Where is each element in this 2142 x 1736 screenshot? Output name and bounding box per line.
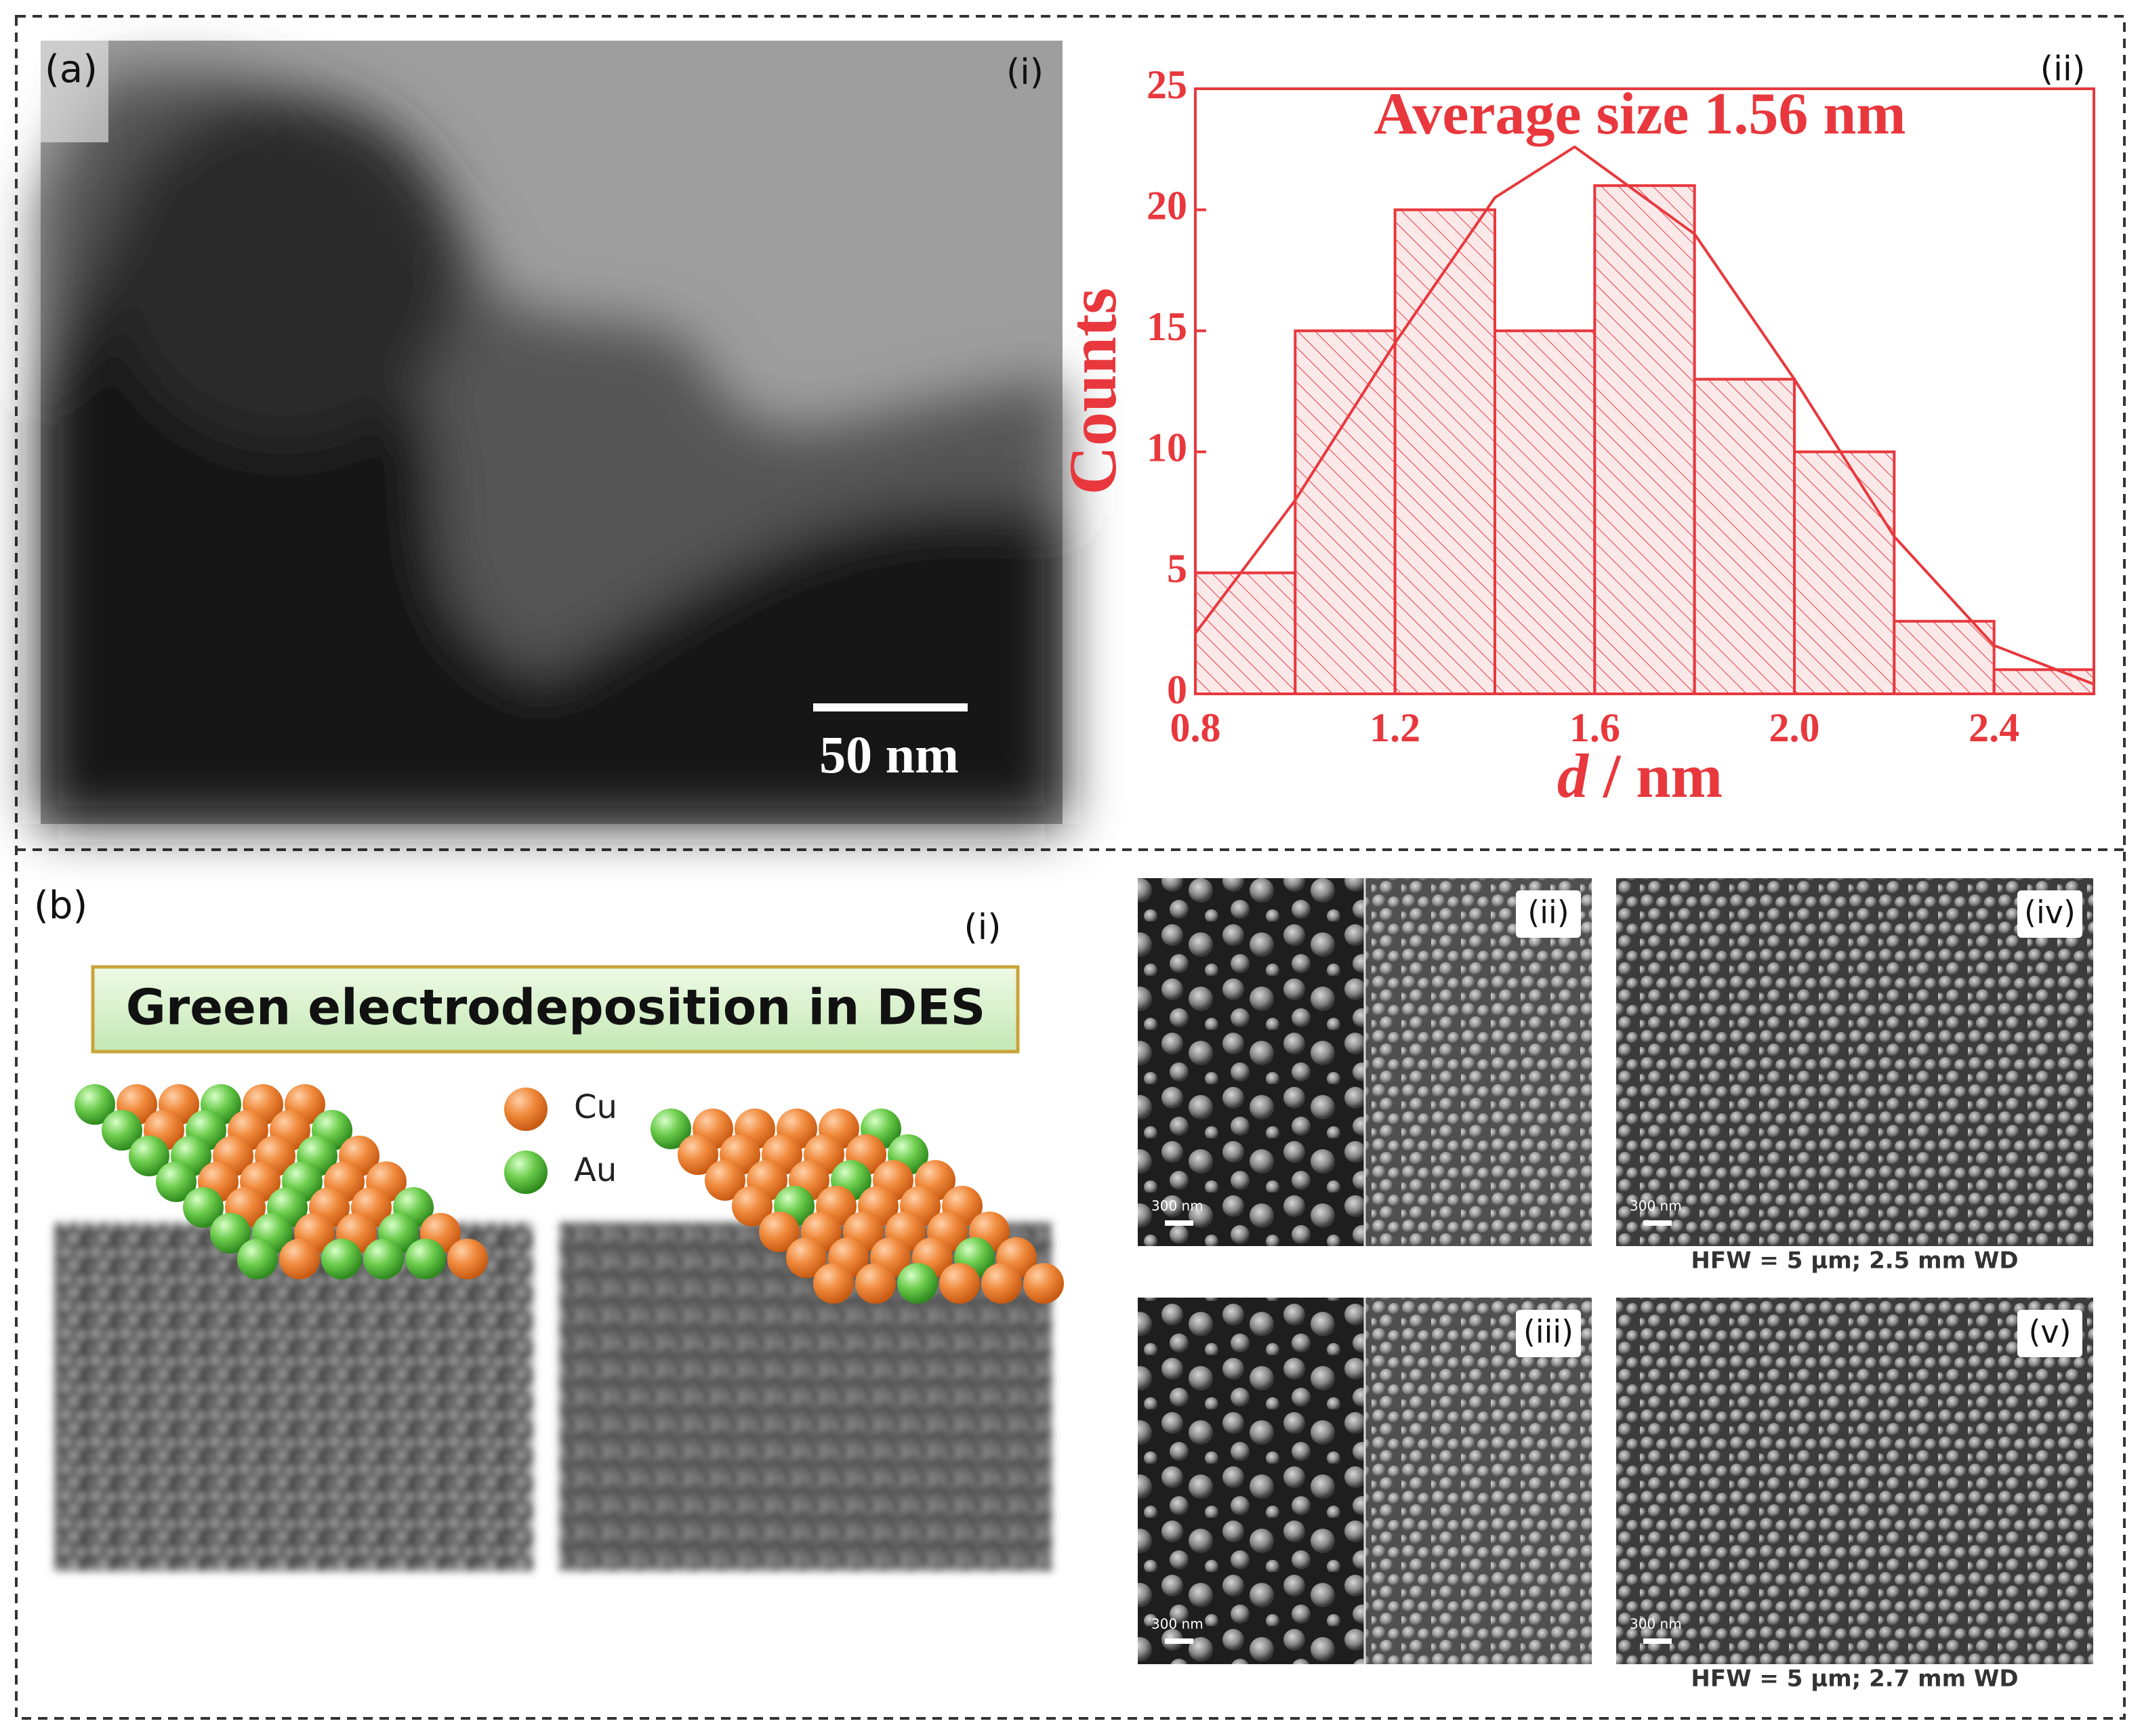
x-axis-variable: d: [1557, 741, 1590, 810]
atom: [705, 1160, 745, 1201]
panel-label: (a): [45, 47, 98, 91]
sem-image: [1616, 878, 2093, 1246]
atom: [786, 1237, 827, 1278]
atom: [897, 1263, 938, 1304]
y-tick-label: 0: [1167, 667, 1187, 712]
atom: [183, 1187, 224, 1228]
atom: [75, 1084, 115, 1125]
scale-bar-label: 300 nm: [1630, 1616, 1682, 1632]
scale-bar-label: 300 nm: [1630, 1198, 1682, 1214]
tem-corner: [41, 41, 108, 142]
scale-bar: [1165, 1220, 1193, 1226]
scale-bar: [1165, 1638, 1193, 1644]
panel-label: (b): [34, 884, 87, 928]
x-axis-label: d / nm: [1557, 741, 1723, 810]
label-box: [1516, 890, 1581, 938]
label-box: [2017, 1310, 2082, 1357]
atom: [939, 1263, 980, 1304]
sem-image: [1616, 1298, 2093, 1664]
bar: [1893, 619, 1996, 696]
panel-label: (ii): [2040, 49, 2086, 89]
sem-image: [1365, 1298, 1592, 1664]
atom: [405, 1239, 446, 1279]
sem-image: [1138, 878, 1365, 1246]
y-tick-label: 15: [1147, 304, 1187, 349]
outer-frame: [15, 15, 2126, 1720]
atom: [732, 1186, 773, 1226]
bar: [1393, 208, 1497, 696]
x-tick-label: 2.4: [1969, 705, 2019, 750]
atom: [651, 1109, 691, 1149]
atom: [447, 1239, 488, 1279]
x-tick-label: 0.8: [1170, 705, 1221, 750]
chart-title: Average size 1.56 nm: [1374, 81, 1906, 147]
atom: [129, 1136, 169, 1176]
image-caption: HFW = 5 µm; 2.5 mm WD: [1691, 1247, 2018, 1275]
bar: [1693, 377, 1796, 695]
atom: [156, 1161, 197, 1202]
banner-box: [91, 965, 1020, 1054]
sem-image: [1138, 1298, 1365, 1664]
image-label: (i): [1006, 52, 1044, 93]
legend-label: Cu: [574, 1088, 617, 1126]
image-caption: HFW = 5 µm; 2.7 mm WD: [1691, 1666, 2018, 1693]
x-tick-label: 1.6: [1569, 705, 1620, 750]
atom: [678, 1134, 718, 1175]
atom: [279, 1239, 320, 1279]
bar: [1494, 329, 1597, 695]
atom: [981, 1263, 1022, 1304]
atom: [210, 1213, 251, 1254]
atom: [759, 1212, 800, 1252]
legend-label: Au: [574, 1151, 617, 1189]
atom: [855, 1263, 896, 1304]
tem-particles: [41, 72, 1063, 825]
image-label: (v): [2028, 1314, 2071, 1350]
scale-bar-label: 50 nm: [819, 725, 959, 784]
y-tick-label: 25: [1147, 62, 1187, 107]
legend-swatch-cu: [504, 1088, 548, 1131]
y-tick-label: 10: [1147, 426, 1187, 470]
scale-bar-label: 300 nm: [1151, 1616, 1203, 1632]
bar: [1194, 571, 1297, 696]
atom: [321, 1239, 362, 1279]
atom: [1023, 1263, 1064, 1304]
fit-curve: [1194, 145, 2095, 686]
image-label: (ii): [1527, 894, 1569, 931]
atom: [363, 1239, 404, 1279]
atom: [102, 1110, 142, 1151]
image-label: (iii): [1523, 1314, 1573, 1350]
x-tick-label: 2.0: [1769, 705, 1820, 750]
atom: [237, 1239, 278, 1279]
bar: [1294, 329, 1397, 695]
plot-frame: [1194, 87, 2095, 695]
sem-substrate: [55, 1222, 533, 1571]
atom-lattices: [75, 1084, 1064, 1304]
legend-swatch-au: [504, 1151, 548, 1194]
image-label: (iv): [2024, 894, 2076, 931]
y-tick-label: 5: [1167, 546, 1187, 591]
bar: [1593, 184, 1696, 695]
tem-image: [41, 41, 1063, 825]
banner-text: Green electrodeposition in DES: [126, 979, 986, 1036]
histogram: 0 5 10 15 20 25 0.8 1.2 1.6 2.0 2.4 Average size 1.…: [1055, 49, 2096, 810]
image-label: (i): [964, 907, 1001, 948]
label-box: [2017, 890, 2082, 938]
sem-image: [1365, 878, 1592, 1246]
atom: [813, 1263, 854, 1304]
x-tick-label: 1.2: [1369, 705, 1420, 750]
sem-images: (ii) 300 nm (iv) 300 nm HFW = 5 µm; 2.5 mm W…: [1138, 878, 2093, 1693]
scale-bar-label: 300 nm: [1151, 1198, 1203, 1214]
y-axis-label: Counts: [1055, 288, 1130, 495]
x-axis-unit: / nm: [1603, 741, 1723, 810]
bar: [1992, 668, 2096, 696]
scale-bar: [1643, 1220, 1672, 1226]
scale-bar: [1643, 1638, 1672, 1644]
bar: [1793, 450, 1896, 695]
scale-bar: [813, 703, 968, 711]
y-tick-label: 20: [1147, 183, 1187, 228]
label-box: [1516, 1310, 1581, 1357]
